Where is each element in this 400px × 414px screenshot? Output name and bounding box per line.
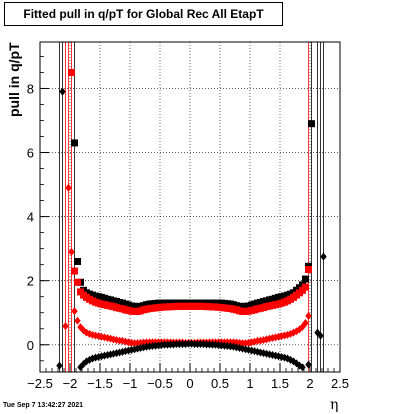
x-tick-label: 1 bbox=[246, 376, 253, 391]
data-point-diamond bbox=[152, 341, 159, 350]
data-point-diamond bbox=[233, 343, 240, 352]
data-point-diamond bbox=[65, 183, 72, 192]
data-point-diamond bbox=[215, 341, 222, 350]
data-point-square bbox=[71, 267, 78, 275]
x-tick-label: 0.5 bbox=[211, 376, 229, 391]
y-tick-label: 0 bbox=[27, 338, 34, 353]
data-point-square bbox=[74, 278, 81, 286]
axes: −2.5 −2 −1.5 −1 −0.5 0 0.5 1 1.5 2 2.5 0 2 4 6 8 bbox=[27, 41, 349, 391]
data-point-diamond bbox=[242, 345, 249, 354]
data-point-square bbox=[74, 257, 81, 265]
y-tick-label: 8 bbox=[27, 81, 34, 96]
timestamp: Tue Sep 7 13:42:27 2021 bbox=[3, 402, 84, 409]
data-point-diamond bbox=[248, 346, 255, 355]
data-point-diamond bbox=[68, 247, 75, 256]
data-point-diamond bbox=[230, 338, 237, 347]
data-point-diamond bbox=[221, 341, 228, 350]
data-point-diamond bbox=[59, 87, 66, 96]
data-point-diamond bbox=[128, 345, 135, 354]
x-tick-label: −2.5 bbox=[27, 376, 53, 391]
y-tick-label: 4 bbox=[27, 210, 34, 225]
x-tick-label: −1 bbox=[123, 376, 138, 391]
data-point-diamond bbox=[137, 338, 144, 347]
data-point-diamond bbox=[182, 340, 189, 349]
data-point-diamond bbox=[149, 342, 156, 351]
data-point-diamond bbox=[206, 340, 213, 349]
data-point-diamond bbox=[224, 342, 231, 351]
data-point-diamond bbox=[242, 339, 249, 348]
data-point-diamond bbox=[125, 338, 132, 347]
data-point-diamond bbox=[212, 340, 219, 349]
grid bbox=[40, 42, 340, 372]
x-tick-label: −0.5 bbox=[147, 376, 173, 391]
data-point-diamond bbox=[317, 331, 324, 340]
data-point-diamond bbox=[140, 343, 147, 352]
data-point-diamond bbox=[158, 341, 165, 350]
data-point-diamond bbox=[230, 342, 237, 351]
data-point-diamond bbox=[74, 316, 81, 325]
data-point-diamond bbox=[134, 344, 141, 353]
data-point-diamond bbox=[200, 340, 207, 349]
chart-title: Fitted pull in q/pT for Global Rec All E… bbox=[4, 2, 283, 26]
data-point-diamond bbox=[320, 252, 327, 261]
x-axis-label: η bbox=[330, 397, 339, 413]
data-point-diamond bbox=[305, 360, 312, 369]
data-point-diamond bbox=[218, 341, 225, 350]
x-tick-label: 0 bbox=[186, 376, 193, 391]
data-point-diamond bbox=[140, 338, 147, 347]
x-tick-label: 1.5 bbox=[271, 376, 289, 391]
data-point-square bbox=[302, 275, 309, 283]
data-point-diamond bbox=[137, 343, 144, 352]
data-point-diamond bbox=[56, 361, 63, 370]
data-point-diamond bbox=[143, 342, 150, 351]
y-tick-label: 2 bbox=[27, 274, 34, 289]
data-point-diamond bbox=[239, 344, 246, 353]
data-point-diamond bbox=[134, 339, 141, 348]
y-tick-label: 6 bbox=[27, 146, 34, 161]
data-point-diamond bbox=[227, 342, 234, 351]
data-point-diamond bbox=[125, 346, 132, 355]
data-point-diamond bbox=[248, 338, 255, 347]
data-point-diamond bbox=[245, 338, 252, 347]
data-point-diamond bbox=[245, 345, 252, 354]
data-point-square bbox=[68, 68, 75, 76]
data-point-diamond bbox=[236, 343, 243, 352]
x-tick-label: 2 bbox=[306, 376, 313, 391]
data-point-square bbox=[302, 283, 309, 291]
data-point-diamond bbox=[305, 311, 312, 320]
data-point-diamond bbox=[170, 340, 177, 349]
data-point-diamond bbox=[164, 340, 171, 349]
data-point-diamond bbox=[233, 338, 240, 347]
data-point-diamond bbox=[128, 338, 135, 347]
data-point-diamond bbox=[62, 322, 69, 331]
data-point-diamond bbox=[155, 341, 162, 350]
data-points bbox=[56, 42, 327, 372]
data-point-diamond bbox=[146, 342, 153, 351]
data-point-diamond bbox=[71, 307, 78, 316]
x-tick-label: 2.5 bbox=[331, 376, 349, 391]
data-point-diamond bbox=[236, 338, 243, 347]
data-point-square bbox=[71, 139, 78, 147]
x-tick-label: −1.5 bbox=[87, 376, 113, 391]
data-point-square bbox=[308, 120, 315, 128]
data-point-diamond bbox=[188, 339, 195, 348]
x-tick-label: −2 bbox=[63, 376, 78, 391]
data-point-diamond bbox=[131, 345, 138, 354]
data-point-diamond bbox=[302, 318, 309, 327]
data-point-square bbox=[305, 265, 312, 273]
